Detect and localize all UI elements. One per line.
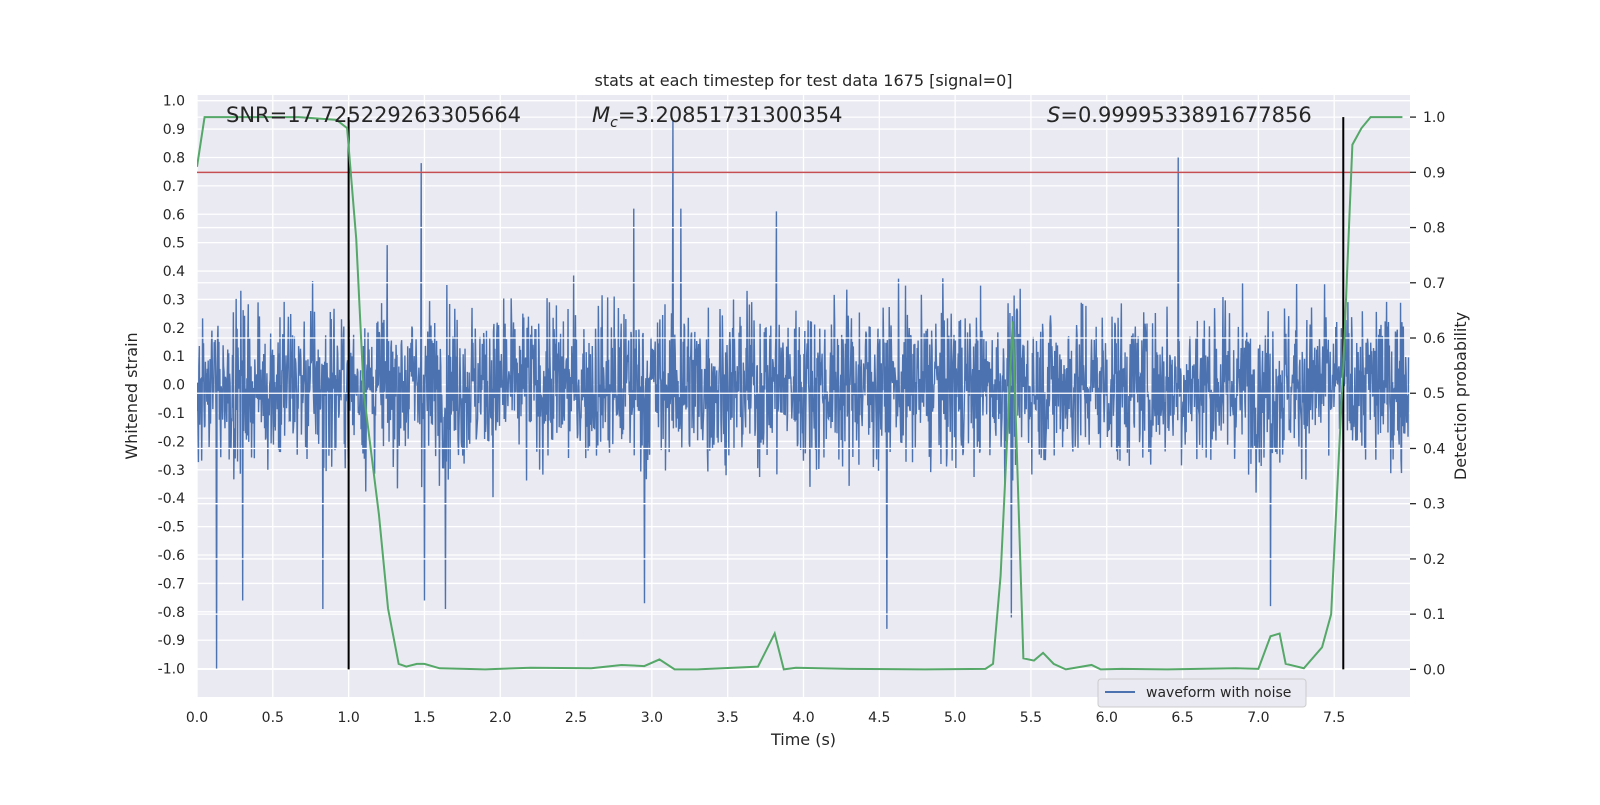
y-left-tick-label: -0.4 [158, 491, 185, 507]
mc-value: =3.20851731300354 [618, 103, 843, 127]
y-left-tick-label: 0.8 [163, 150, 185, 166]
y-left-tick-label: 0.3 [163, 292, 185, 308]
x-axis-label: Time (s) [770, 730, 836, 749]
y-left-tick-label: 0.4 [163, 264, 185, 280]
y-left-axis-label: Whitened strain [122, 332, 141, 459]
y-left-tick-label: 0.2 [163, 321, 185, 337]
y-left-tick-label: 0.7 [163, 179, 185, 195]
y-left-tick-label: 0.9 [163, 122, 185, 138]
x-tick-label: 4.5 [868, 710, 890, 726]
y-right-tick-label: 0.5 [1423, 386, 1445, 402]
x-tick-label: 0.5 [262, 710, 284, 726]
y-left-tick-label: 0.0 [163, 378, 185, 394]
y-right-tick-label: 0.8 [1423, 221, 1445, 237]
left-axis-ticks: 1.0 0.9 0.8 0.7 0.6 0.5 0.4 0.3 0.2 0.1 0.0 -0.1 -0.… [158, 94, 185, 678]
y-left-tick-label: 0.1 [163, 349, 185, 365]
x-tick-label: 7.5 [1323, 710, 1345, 726]
mc-annotation: Mc=3.20851731300354 [592, 103, 843, 131]
chart-title: stats at each timestep for test data 167… [594, 71, 1012, 90]
right-axis-ticks: 1.0 0.9 0.8 0.7 0.6 0.5 0.4 0.3 0.2 0.1 0.0 [1410, 110, 1445, 678]
mc-symbol: M [592, 103, 610, 127]
x-tick-label: 2.0 [489, 710, 511, 726]
series-waveform-with-noise [197, 120, 1410, 669]
y-left-tick-label: 0.6 [163, 207, 185, 223]
mc-subscript: c [610, 115, 618, 131]
x-tick-label: 1.0 [337, 710, 359, 726]
x-tick-label: 5.5 [1020, 710, 1042, 726]
y-left-tick-label: -1.0 [158, 662, 185, 678]
plot-content [197, 116, 1410, 671]
s-symbol: S [1047, 103, 1060, 127]
y-right-tick-label: 0.3 [1423, 497, 1445, 513]
y-left-tick-label: -0.1 [158, 406, 185, 422]
y-left-tick-label: -0.8 [158, 605, 185, 621]
y-right-tick-label: 0.0 [1423, 662, 1445, 678]
y-right-tick-label: 0.6 [1423, 331, 1445, 347]
x-tick-label: 5.0 [944, 710, 966, 726]
y-left-tick-label: -0.5 [158, 520, 185, 536]
y-left-tick-label: 1.0 [163, 94, 185, 110]
x-tick-label: 2.5 [565, 710, 587, 726]
x-axis-ticks: 0.0 0.5 1.0 1.5 2.0 2.5 3.0 3.5 4.0 4.5 5.0 5.5 6.0 6… [186, 710, 1345, 726]
y-left-tick-label: -0.2 [158, 434, 185, 450]
y-left-tick-label: -0.3 [158, 463, 185, 479]
x-tick-label: 4.0 [792, 710, 814, 726]
y-right-tick-label: 0.1 [1423, 607, 1445, 623]
x-tick-label: 6.5 [1171, 710, 1193, 726]
y-right-tick-label: 0.7 [1423, 276, 1445, 292]
legend-box [1097, 678, 1307, 708]
y-right-axis-label: Detection probability [1451, 312, 1470, 480]
s-value: =0.9999533891677856 [1060, 103, 1311, 127]
y-left-tick-label: -0.9 [158, 633, 185, 649]
snr-annotation: SNR=17.725229263305664 [226, 103, 521, 127]
y-right-tick-label: 0.2 [1423, 552, 1445, 568]
s-annotation: S=0.9999533891677856 [1047, 103, 1312, 127]
x-tick-label: 0.0 [186, 710, 208, 726]
x-tick-label: 7.0 [1247, 710, 1269, 726]
y-left-tick-label: 0.5 [163, 236, 185, 252]
x-tick-label: 3.0 [641, 710, 663, 726]
y-right-tick-label: 0.4 [1423, 441, 1445, 457]
x-tick-label: 1.5 [413, 710, 435, 726]
y-left-tick-label: -0.7 [158, 576, 185, 592]
legend-label-waveform: waveform with noise [1146, 685, 1291, 701]
y-right-tick-label: 0.9 [1423, 165, 1445, 181]
y-left-tick-label: -0.6 [158, 548, 185, 564]
y-right-tick-label: 1.0 [1423, 110, 1445, 126]
x-tick-label: 6.0 [1096, 710, 1118, 726]
legend: waveform with noise [1097, 678, 1307, 708]
series-detection-probability [197, 116, 1403, 671]
x-tick-label: 3.5 [717, 710, 739, 726]
